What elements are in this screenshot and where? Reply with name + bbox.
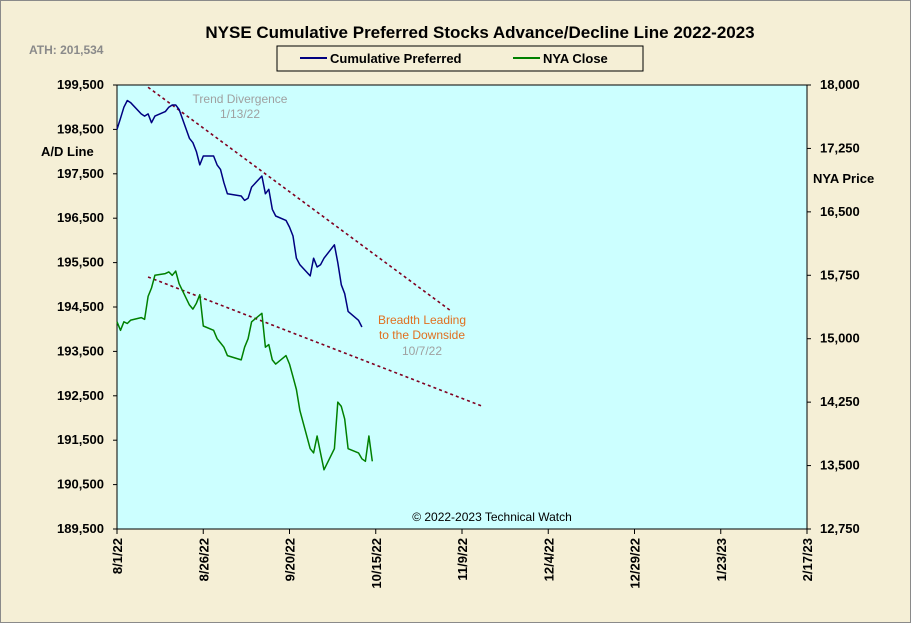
left-axis-label: A/D Line [41,144,94,159]
series-line-nya-close [116,270,374,471]
left-tick-label: 189,500 [57,521,104,536]
right-tick-label: 18,000 [820,77,860,92]
chart-title: NYSE Cumulative Preferred Stocks Advance… [205,23,754,42]
legend-box [276,45,644,72]
right-axis-label: NYA Price [813,171,874,186]
legend-label-ad: Cumulative Preferred [330,51,462,66]
right-tick-label: 15,750 [820,267,860,282]
right-tick-label: 15,000 [820,331,860,346]
x-tick-label: 10/15/22 [369,538,384,589]
right-tick-label: 16,500 [820,204,860,219]
annotation-breadth-date: 10/7/22 [402,344,442,358]
series-line-cumulative-preferred [116,99,363,328]
ath-label: ATH: 201,534 [29,43,104,57]
legend: Cumulative Preferred NYA Close [276,45,644,72]
annotation-trend-divergence-date: 1/13/22 [220,107,260,121]
left-tick-label: 199,500 [57,77,104,92]
x-tick-label: 1/23/23 [714,538,729,581]
annotation-breadth-line2: to the Downside [379,328,465,342]
left-tick-label: 192,500 [57,388,104,403]
x-tick-label: 12/29/22 [628,538,643,589]
x-tick-label: 9/20/22 [283,538,298,581]
annotations: Trend Divergence 1/13/22 Breadth Leading… [193,92,467,358]
x-tick-label: 11/9/22 [455,538,470,581]
annotation-breadth-line1: Breadth Leading [378,313,466,327]
left-tick-label: 190,500 [57,477,104,492]
right-axis: 18,000 17,250 16,500 15,750 15,000 14,250 13,5… [807,77,860,536]
left-tick-label: 194,500 [57,299,104,314]
right-tick-label: 17,250 [820,140,860,155]
left-tick-label: 196,500 [57,210,104,225]
left-tick-label: 198,500 [57,121,104,136]
left-axis: 199,500 198,500 197,500 196,500 195,500 194,5… [57,77,117,536]
right-tick-label: 12,750 [820,521,860,536]
right-tick-label: 13,500 [820,458,860,473]
x-tick-label: 2/17/23 [800,538,815,581]
legend-label-nya: NYA Close [543,51,608,66]
trendlines [147,86,483,408]
plot-area [116,84,808,530]
series [116,99,374,471]
copyright: © 2022-2023 Technical Watch [412,510,572,524]
left-tick-label: 197,500 [57,166,104,181]
x-tick-label: 12/4/22 [541,538,556,581]
x-tick-label: 8/26/22 [196,538,211,581]
x-tick-label: 8/1/22 [110,538,125,574]
trendline-ad [147,86,453,313]
left-tick-label: 191,500 [57,432,104,447]
annotation-trend-divergence: Trend Divergence [193,92,288,106]
x-axis: 8/1/22 8/26/22 9/20/22 10/15/22 11/9/22 12/4/… [110,529,815,589]
right-tick-label: 14,250 [820,394,860,409]
left-tick-label: 193,500 [57,343,104,358]
left-tick-label: 195,500 [57,255,104,270]
